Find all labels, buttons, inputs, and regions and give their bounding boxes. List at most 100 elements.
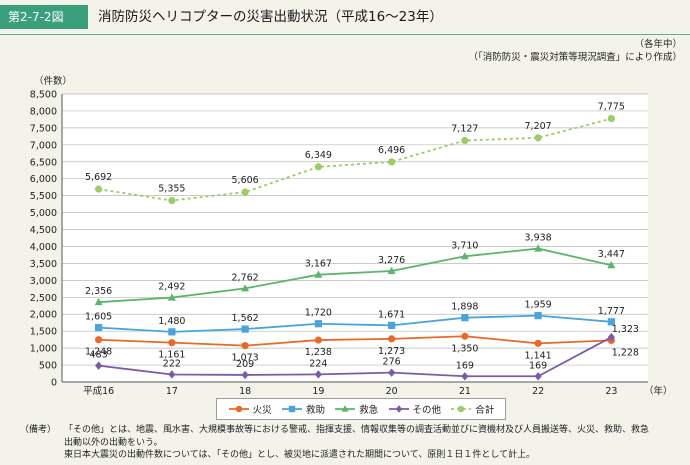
data-point — [534, 372, 542, 381]
legend-swatch — [281, 405, 302, 413]
x-tick-label: 22 — [532, 386, 544, 397]
data-label: 3,276 — [378, 255, 405, 266]
data-point — [388, 335, 396, 343]
x-tick-labels: 平成16 17 18 19 20 21 22 23 — [83, 385, 617, 397]
y-tick-label: 2,000 — [30, 310, 57, 321]
data-point — [168, 370, 176, 379]
y-tick-label: 4,000 — [30, 242, 57, 253]
data-label: 276 — [383, 357, 401, 368]
data-point — [534, 134, 542, 142]
source-note-line: （「消防防災・震災対策等現況調査」により作成） — [468, 52, 682, 63]
data-point — [94, 297, 103, 306]
y-tick-label: 5,000 — [30, 208, 57, 219]
note-line: 出動以外の出動をいう。 — [64, 437, 163, 448]
data-point — [241, 284, 250, 292]
data-point — [341, 405, 349, 412]
y-tick-label: 8,000 — [30, 106, 57, 117]
data-point — [168, 328, 176, 336]
data-label: 3,938 — [525, 233, 552, 244]
data-label: 1,248 — [85, 347, 112, 358]
chart-axes — [61, 94, 648, 383]
data-label: 3,710 — [451, 240, 478, 251]
data-point — [235, 405, 242, 413]
data-point — [460, 252, 469, 260]
data-point — [607, 114, 615, 123]
data-point — [241, 325, 249, 333]
x-axis-title: （年） — [644, 385, 673, 397]
data-label: 1,562 — [232, 313, 259, 324]
data-point — [461, 136, 469, 145]
data-point — [167, 293, 176, 301]
data-label: 3,167 — [305, 259, 332, 270]
data-point — [458, 405, 465, 413]
y-tick-labels: 0 500 1,000 1,500 2,000 2,500 3,000 3,500 4,000 4… — [30, 90, 57, 389]
x-tick-label: 平成16 — [83, 385, 114, 397]
x-tick-label: 21 — [459, 386, 471, 397]
notes-tag: （備考） — [20, 425, 57, 435]
data-label: 3,447 — [598, 249, 625, 260]
series-line — [98, 335, 612, 347]
series-line — [98, 247, 612, 304]
y-tick-label: 2,500 — [30, 293, 57, 304]
data-label: 1,671 — [378, 309, 405, 320]
data-label: 169 — [529, 360, 547, 371]
data-point — [241, 342, 249, 350]
legend-swatch — [228, 405, 249, 413]
legend-item: 救急 — [334, 402, 378, 416]
y-axis-title: （件数） — [34, 75, 72, 87]
y-tick-label: 7,000 — [30, 140, 57, 151]
legend-swatch — [335, 405, 356, 412]
data-label: 1,323 — [612, 324, 639, 335]
data-label: 1,228 — [612, 347, 639, 358]
figure-title: 消防防災ヘリコプターの災害出動状況（平成16〜23年） — [98, 9, 443, 25]
series-line — [98, 117, 612, 202]
data-label: 7,127 — [451, 124, 478, 135]
note-line: 「その他」とは、地震、風水害、大規模事故等における警戒、指揮支援、情報収集等の調… — [64, 425, 650, 435]
chart-series — [94, 114, 616, 381]
data-point — [607, 332, 615, 342]
x-tick-label: 20 — [386, 386, 398, 397]
data-point — [388, 158, 396, 166]
data-point — [461, 332, 469, 340]
data-label: 5,355 — [158, 184, 185, 195]
legend-label: 合計 — [475, 405, 495, 416]
data-point — [241, 370, 249, 380]
data-label: 1,161 — [158, 350, 185, 361]
data-label: 1,238 — [305, 347, 332, 358]
data-label: 6,496 — [378, 145, 405, 156]
data-point — [314, 163, 322, 171]
legend-item: 合計 — [450, 402, 494, 416]
notes: （備考） 「その他」とは、地震、風水害、大規模事故等における警戒、指揮支援、情報… — [20, 424, 684, 462]
data-label: 483 — [90, 350, 108, 361]
data-label: 169 — [456, 360, 474, 371]
y-tick-label: 1,000 — [30, 344, 57, 355]
data-point — [388, 321, 396, 329]
chart-gridlines — [62, 93, 648, 383]
data-point — [314, 320, 322, 328]
y-tick-label: 8,500 — [30, 90, 57, 101]
data-label: 6,349 — [305, 150, 332, 161]
y-tick-label: 0 — [51, 378, 57, 389]
data-point — [534, 244, 543, 252]
data-point — [607, 261, 616, 269]
series-救急 — [94, 244, 616, 306]
data-point — [388, 368, 396, 377]
data-point — [95, 324, 103, 332]
data-label: 7,207 — [525, 121, 552, 132]
chart-legend: 火災 救助 救急 その他 合計 — [216, 398, 506, 420]
data-labels: 1,248 1,161 1,073 1,238 1,273 1,350 1,141 1,228… — [85, 102, 639, 372]
data-label: 2,356 — [85, 286, 112, 297]
data-label: 1,073 — [232, 353, 259, 364]
data-point — [314, 270, 323, 278]
data-point — [241, 188, 249, 196]
legend-swatch — [451, 405, 472, 413]
data-label: 1,959 — [525, 300, 552, 311]
data-point — [461, 314, 469, 322]
note-line: 東日本大震災の出動件数については、「その他」とし、被災地に派遣された期間について… — [64, 450, 536, 460]
y-tick-label: 4,500 — [30, 225, 57, 236]
data-label: 1,273 — [378, 346, 405, 357]
y-tick-label: 500 — [39, 361, 57, 372]
series-その他 — [95, 332, 615, 381]
unit-note-line: （各年中） — [634, 39, 682, 50]
data-point — [95, 185, 103, 193]
